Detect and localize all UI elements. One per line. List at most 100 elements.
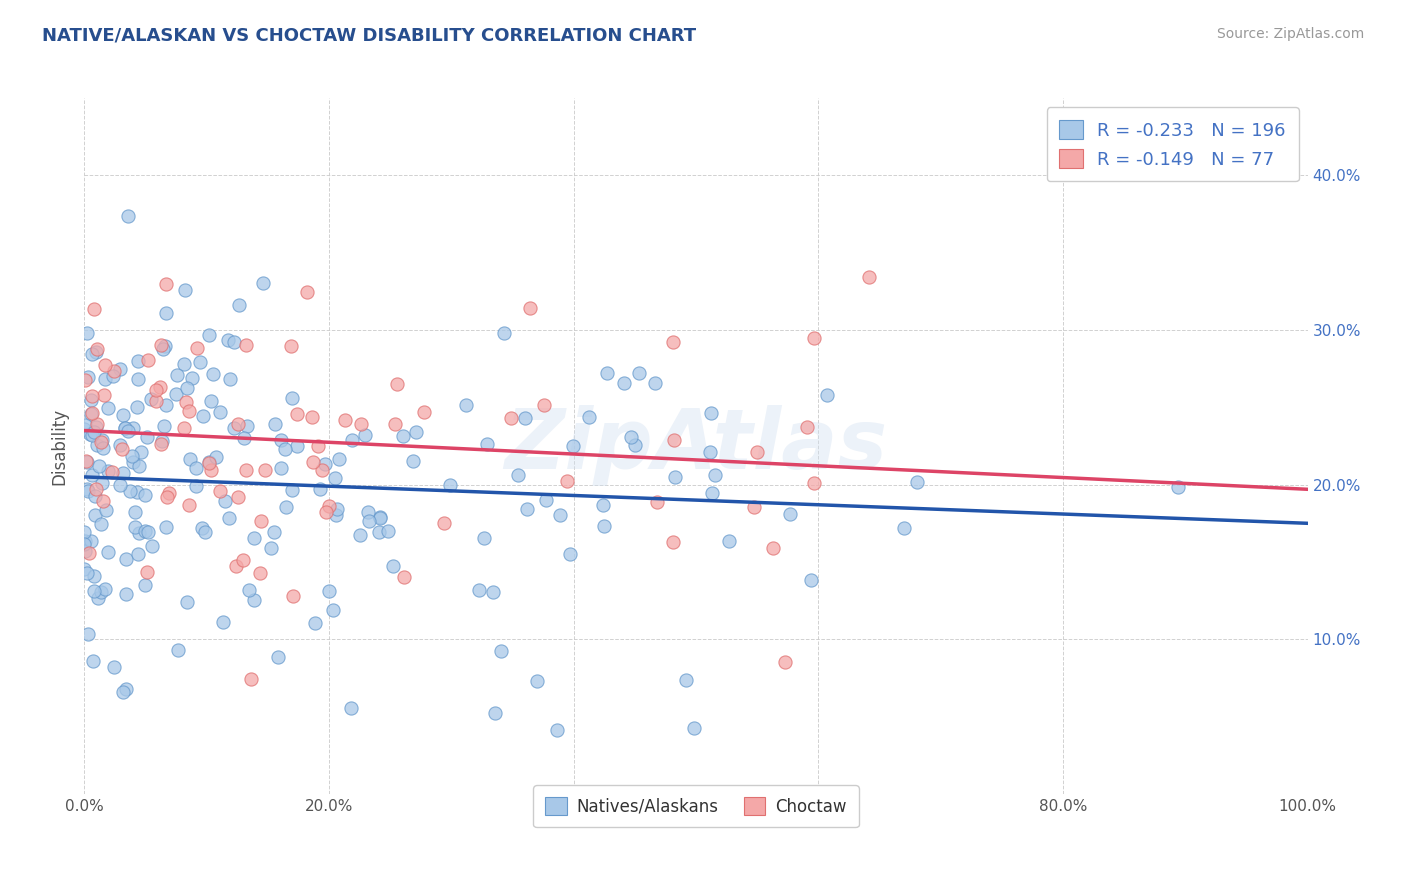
Point <box>309 482 332 496</box>
Point <box>93 388 115 402</box>
Point <box>77 546 100 560</box>
Point <box>628 366 651 380</box>
Point <box>803 476 825 491</box>
Point <box>125 484 148 499</box>
Point <box>127 353 149 368</box>
Point <box>198 328 221 343</box>
Point <box>86 343 108 357</box>
Point <box>136 525 159 540</box>
Point <box>83 584 105 599</box>
Point <box>350 417 373 431</box>
Point <box>222 421 245 435</box>
Point <box>112 467 135 481</box>
Point <box>186 461 208 475</box>
Point <box>179 452 201 467</box>
Point <box>662 434 685 448</box>
Point <box>342 433 364 447</box>
Point <box>115 682 138 697</box>
Text: NATIVE/ALASKAN VS CHOCTAW DISABILITY CORRELATION CHART: NATIVE/ALASKAN VS CHOCTAW DISABILITY COR… <box>42 27 696 45</box>
Point <box>250 514 273 528</box>
Point <box>83 425 105 439</box>
Point <box>139 392 162 407</box>
Point <box>264 417 287 432</box>
Point <box>153 339 176 353</box>
Point <box>134 488 156 502</box>
Point <box>80 408 103 422</box>
Point <box>385 376 408 391</box>
Point <box>136 353 159 368</box>
Point <box>519 301 541 316</box>
Point <box>73 562 96 576</box>
Legend: Natives/Alaskans, Choctaw: Natives/Alaskans, Choctaw <box>533 785 859 827</box>
Point <box>111 409 134 423</box>
Point <box>796 420 818 434</box>
Point <box>302 455 325 469</box>
Point <box>205 450 228 464</box>
Point <box>491 644 513 658</box>
Point <box>75 454 97 468</box>
Point <box>596 366 619 380</box>
Point <box>145 383 167 397</box>
Point <box>433 516 456 530</box>
Point <box>307 439 329 453</box>
Point <box>311 462 333 476</box>
Point <box>468 582 491 597</box>
Point <box>742 500 765 514</box>
Point <box>270 461 292 475</box>
Point <box>108 362 131 376</box>
Point <box>73 422 96 436</box>
Point <box>555 474 578 488</box>
Point <box>149 437 172 451</box>
Point <box>328 452 350 467</box>
Point <box>114 552 136 566</box>
Point <box>90 584 112 599</box>
Point <box>79 392 101 407</box>
Point <box>127 372 149 386</box>
Point <box>243 531 266 545</box>
Point <box>274 442 297 457</box>
Point <box>285 438 308 452</box>
Point <box>101 466 124 480</box>
Point <box>94 358 117 372</box>
Point <box>166 368 188 383</box>
Point <box>111 442 134 456</box>
Point <box>682 722 704 736</box>
Point <box>703 467 725 482</box>
Point <box>197 457 219 471</box>
Point <box>79 426 101 441</box>
Point <box>367 525 389 540</box>
Point <box>357 514 380 528</box>
Point <box>90 517 112 532</box>
Point <box>91 433 114 447</box>
Point <box>93 441 115 455</box>
Point <box>127 400 149 414</box>
Point <box>173 421 195 435</box>
Point <box>94 582 117 596</box>
Point <box>370 510 392 524</box>
Point <box>283 589 305 603</box>
Point <box>439 478 461 492</box>
Point <box>779 507 801 521</box>
Point <box>368 510 391 524</box>
Point <box>700 406 723 420</box>
Point <box>117 209 139 223</box>
Point <box>533 398 555 412</box>
Point <box>149 380 172 394</box>
Point <box>392 429 415 443</box>
Point <box>475 437 498 451</box>
Point <box>747 445 769 459</box>
Point <box>226 417 249 431</box>
Point <box>242 593 264 607</box>
Point <box>181 371 204 385</box>
Point <box>76 455 98 469</box>
Point <box>91 493 114 508</box>
Point <box>121 449 143 463</box>
Point <box>91 476 114 491</box>
Point <box>219 371 242 385</box>
Point <box>209 483 232 498</box>
Point <box>157 486 180 500</box>
Point <box>80 347 103 361</box>
Point <box>155 399 177 413</box>
Point <box>76 484 98 499</box>
Point <box>114 421 136 435</box>
